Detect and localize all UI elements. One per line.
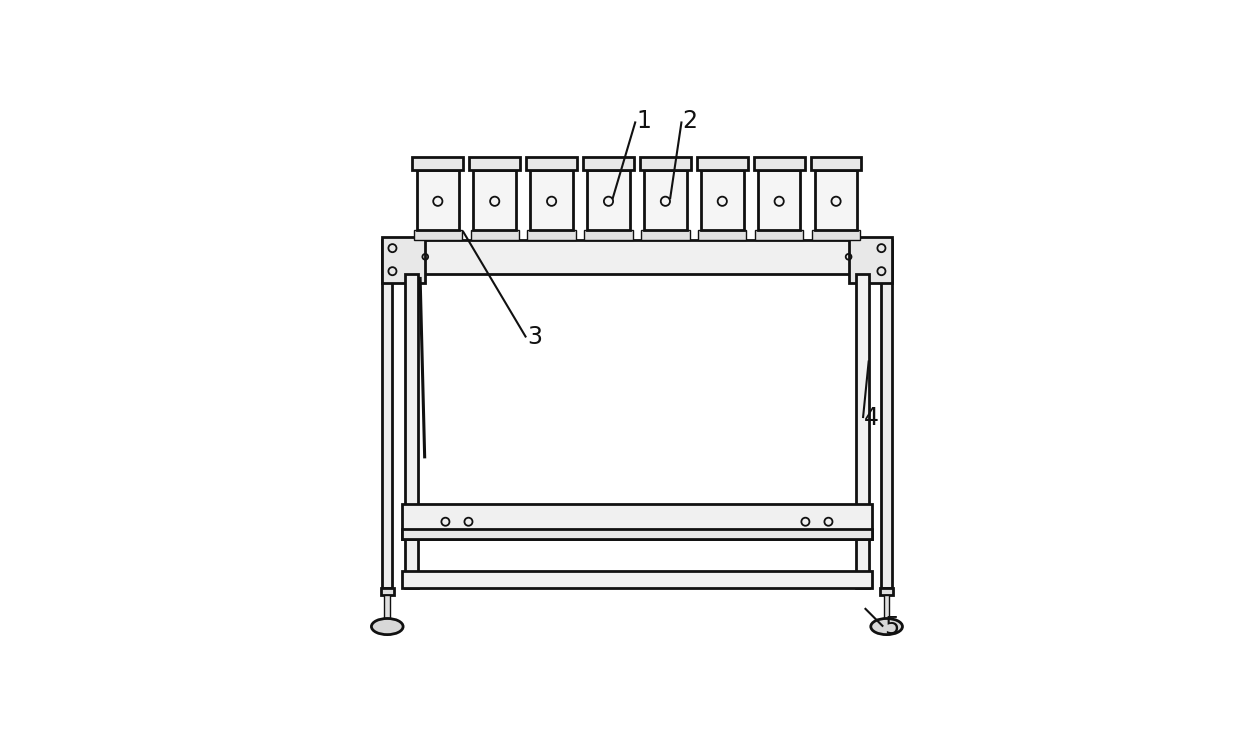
Bar [882, 239, 892, 588]
Bar [584, 230, 632, 239]
Bar [527, 230, 575, 239]
Text: 1: 1 [636, 109, 651, 133]
Bar [474, 170, 516, 230]
Text: 4: 4 [864, 406, 879, 430]
Bar [755, 230, 804, 239]
Bar [884, 595, 889, 618]
Bar [402, 504, 872, 539]
Bar [470, 157, 520, 170]
Bar [583, 157, 634, 170]
Bar [531, 170, 573, 230]
Bar [697, 157, 748, 170]
Bar [382, 236, 425, 283]
Bar [880, 588, 893, 595]
Bar [405, 274, 418, 588]
Bar [701, 170, 744, 230]
Bar [641, 230, 689, 239]
Bar [815, 170, 857, 230]
Bar [526, 157, 577, 170]
Bar [413, 157, 464, 170]
Bar [644, 170, 687, 230]
Bar [588, 170, 630, 230]
Text: 3: 3 [527, 325, 542, 349]
Bar [754, 157, 805, 170]
Bar [417, 170, 459, 230]
Ellipse shape [372, 619, 403, 634]
Bar [402, 529, 872, 539]
Bar [402, 239, 872, 274]
Bar [384, 595, 391, 618]
Text: 2: 2 [683, 109, 698, 133]
Bar [758, 170, 801, 230]
Bar [698, 230, 746, 239]
Ellipse shape [870, 619, 903, 634]
Bar [470, 230, 518, 239]
Bar [382, 239, 392, 588]
Bar [811, 157, 862, 170]
Bar [402, 571, 872, 588]
Bar [640, 157, 691, 170]
Bar [812, 230, 861, 239]
Bar [381, 588, 393, 595]
Bar [848, 236, 892, 283]
Text: 5: 5 [884, 615, 899, 639]
Bar [414, 230, 463, 239]
Bar [856, 274, 869, 588]
